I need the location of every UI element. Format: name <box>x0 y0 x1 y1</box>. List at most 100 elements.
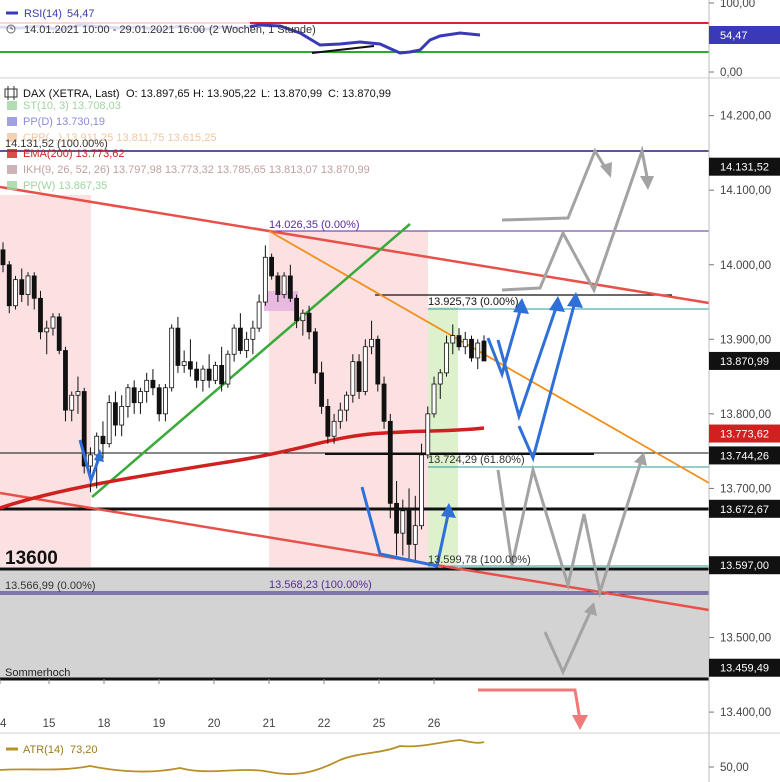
candle-body <box>156 387 162 415</box>
candle-body <box>469 338 474 359</box>
ohlc-open: O: 13.897,65 <box>126 88 190 100</box>
candle-body <box>394 502 399 534</box>
grey-scenario-lines <box>496 145 650 676</box>
support-trendline <box>0 491 710 612</box>
atr-line <box>0 739 485 775</box>
candle-66 <box>412 495 418 563</box>
candle-body <box>400 510 406 534</box>
blue-arrowheads <box>94 292 583 518</box>
price-badge-text: 13.597,00 <box>720 560 769 572</box>
candle-body <box>331 420 337 437</box>
candle-body <box>44 327 50 333</box>
candle-body <box>75 391 81 396</box>
candle-body <box>131 387 137 404</box>
candle-44 <box>275 272 281 303</box>
price-tick-label: 13.400,00 <box>720 707 771 719</box>
candle-body <box>181 361 187 366</box>
ohlc-high: H: 13.905,22 <box>193 88 256 100</box>
atr-label: ATR(14) <box>23 744 64 756</box>
zone-grey-support <box>0 569 709 679</box>
price-tick-label: 14.000,00 <box>720 260 771 272</box>
x-tick-label: 26 <box>428 718 441 730</box>
x-tick-label: 25 <box>373 718 386 730</box>
price-badge-text: 14.131,52 <box>720 162 769 174</box>
candle-57 <box>356 354 362 399</box>
candle-67 <box>419 443 424 530</box>
candle-body <box>475 342 481 359</box>
legend-item: ST(10, 3) 13.708,03 <box>7 100 121 112</box>
candle-body <box>319 372 324 407</box>
blue-swing-arrows <box>78 297 578 568</box>
candle-chart-icon <box>4 88 18 98</box>
candle-body <box>287 275 293 299</box>
main-panel: 14.026,35 (0.00%) 13.925,73 (0.00%) 13.7… <box>0 86 710 730</box>
candle-22 <box>138 387 143 414</box>
candle-16 <box>100 421 106 459</box>
price-badge: 13.597,00 <box>709 556 780 575</box>
candle-5 <box>31 272 37 310</box>
candle-10 <box>63 346 68 422</box>
candle-body <box>231 327 237 355</box>
overlay-label-14131: 14.131,52 (100.00%) <box>5 138 108 150</box>
red-down-arrow <box>478 688 582 721</box>
price-tick-label: 14.200,00 <box>720 111 771 123</box>
candle-73 <box>456 328 462 351</box>
candle-43 <box>269 253 275 280</box>
legend-swatch <box>7 165 17 174</box>
clock-icon <box>6 24 16 34</box>
atr-value: 73,20 <box>70 744 98 756</box>
rsi-tick-100: 100,00 <box>720 0 755 10</box>
candle-body <box>256 301 262 329</box>
candle-body <box>431 383 437 415</box>
candle-74 <box>462 331 468 355</box>
main-legend: DAX (XETRA, Last) O: 13.897,65 H: 13.905… <box>4 86 391 192</box>
rsi-current-badge-text: 54,47 <box>720 30 748 42</box>
candle-77 <box>481 335 487 362</box>
legend-text: PP(D) 13.730,19 <box>23 116 105 128</box>
candle-body <box>369 338 374 348</box>
candle-37 <box>231 324 237 362</box>
rsi-current-badge <box>709 26 780 44</box>
candle-body <box>481 340 487 362</box>
price-tick-label: 13.700,00 <box>720 483 771 495</box>
ann-sommerhoch: Sommerhoch <box>5 667 70 679</box>
candle-body <box>219 365 225 385</box>
candle-body <box>225 353 231 385</box>
rsi-range-note: (2 Wochen, 1 Stunde) <box>209 24 316 36</box>
zone-green <box>428 307 458 565</box>
x-tick-label: 20 <box>208 718 221 730</box>
candle-body <box>50 316 56 329</box>
candle-body <box>125 387 131 407</box>
candle-body <box>200 368 206 381</box>
candle-31 <box>194 361 200 388</box>
candle-body <box>444 342 449 374</box>
candle-54 <box>337 402 343 429</box>
candle-2 <box>13 275 18 310</box>
legend-text: PP(W) 13.867,35 <box>23 180 107 192</box>
atr-tick-50: 50,00 <box>720 762 749 774</box>
candle-24 <box>150 369 156 396</box>
candle-body <box>381 383 387 422</box>
price-badge-text: 13.773,62 <box>720 429 769 441</box>
candle-body <box>88 454 93 467</box>
candle-body <box>237 327 243 351</box>
price-tick-label: 13.500,00 <box>720 633 771 645</box>
candle-42 <box>262 245 268 306</box>
candle-body <box>0 249 6 266</box>
candle-48 <box>300 309 306 336</box>
candle-body <box>206 368 212 381</box>
price-badge: 13.744,26 <box>709 446 780 465</box>
candle-4 <box>25 272 31 306</box>
candle-body <box>425 413 431 456</box>
legend-text: EMA(200) 13.773,62 <box>23 148 125 160</box>
legend-swatch <box>7 117 17 126</box>
candle-body <box>325 406 331 437</box>
x-tick-label: 21 <box>263 718 276 730</box>
price-badge: 13.672,67 <box>709 499 780 518</box>
candle-body <box>306 312 312 333</box>
candle-46 <box>287 264 293 303</box>
candle-11 <box>69 391 75 422</box>
candle-body <box>175 327 181 366</box>
candle-61 <box>381 376 387 429</box>
candle-body <box>106 402 112 445</box>
